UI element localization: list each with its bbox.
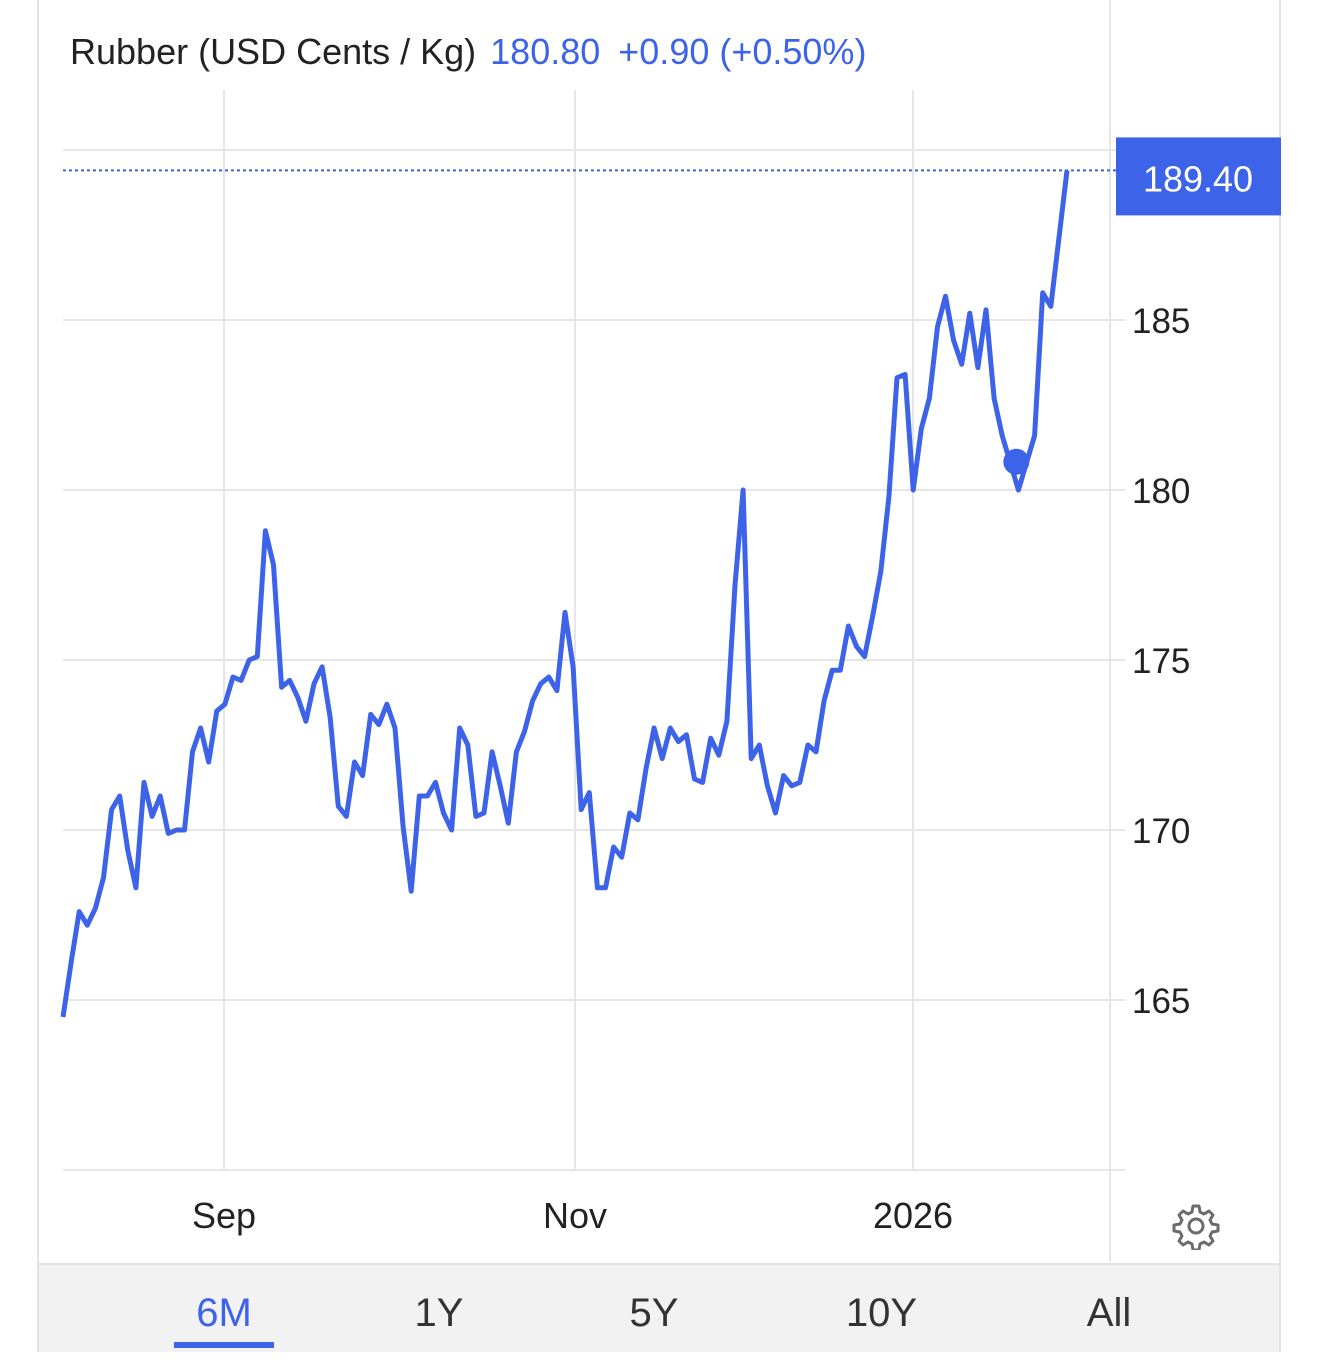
- x-axis-ticks: Sep Nov 2026: [192, 1195, 953, 1236]
- price-change: +0.90 (+0.50%): [618, 31, 867, 72]
- tab-5y-label: 5Y: [629, 1291, 679, 1335]
- gear-icon[interactable]: [1172, 1202, 1220, 1250]
- tab-6m-label: 6M: [196, 1291, 252, 1335]
- series-line[interactable]: [60, 170, 1070, 1018]
- chart-header: Rubber (USD Cents / Kg) 180.80 +0.90 (+0.5…: [70, 30, 866, 74]
- y-tick-label: 170: [1132, 812, 1190, 851]
- tab-all[interactable]: All: [1059, 1265, 1159, 1352]
- vertical-gridlines: [223, 0, 1111, 1262]
- x-tick-label: Sep: [192, 1195, 256, 1236]
- tab-6m[interactable]: 6M: [174, 1265, 274, 1352]
- y-axis-ticks: 165170175180185190: [1132, 132, 1190, 1021]
- x-tick-label: 2026: [873, 1195, 953, 1236]
- tab-1y[interactable]: 1Y: [389, 1265, 489, 1352]
- tab-all-label: All: [1086, 1291, 1132, 1335]
- x-tick-label: Nov: [543, 1195, 607, 1236]
- tab-10y-label: 10Y: [845, 1291, 918, 1335]
- y-tick-label: 175: [1132, 642, 1190, 681]
- tab-5y[interactable]: 5Y: [604, 1265, 704, 1352]
- range-tab-bar: 6M 1Y 5Y 10Y All: [39, 1263, 1279, 1352]
- tab-10y[interactable]: 10Y: [819, 1265, 944, 1352]
- y-tick-label: 185: [1132, 302, 1190, 341]
- y-tick-label: 180: [1132, 472, 1190, 511]
- tab-1y-label: 1Y: [414, 1291, 464, 1335]
- last-value-badge: 189.40: [1116, 137, 1281, 216]
- horizontal-gridlines: [63, 149, 1125, 1171]
- last-value-badge-bg: [1116, 137, 1281, 216]
- current-value-marker[interactable]: [1003, 448, 1030, 475]
- last-value-label: 189.40: [1143, 158, 1253, 199]
- current-price: 180.80: [490, 31, 601, 72]
- active-tab-underline: [174, 1342, 274, 1348]
- y-tick-label: 165: [1132, 982, 1190, 1021]
- chart-title: Rubber (USD Cents / Kg): [70, 31, 477, 72]
